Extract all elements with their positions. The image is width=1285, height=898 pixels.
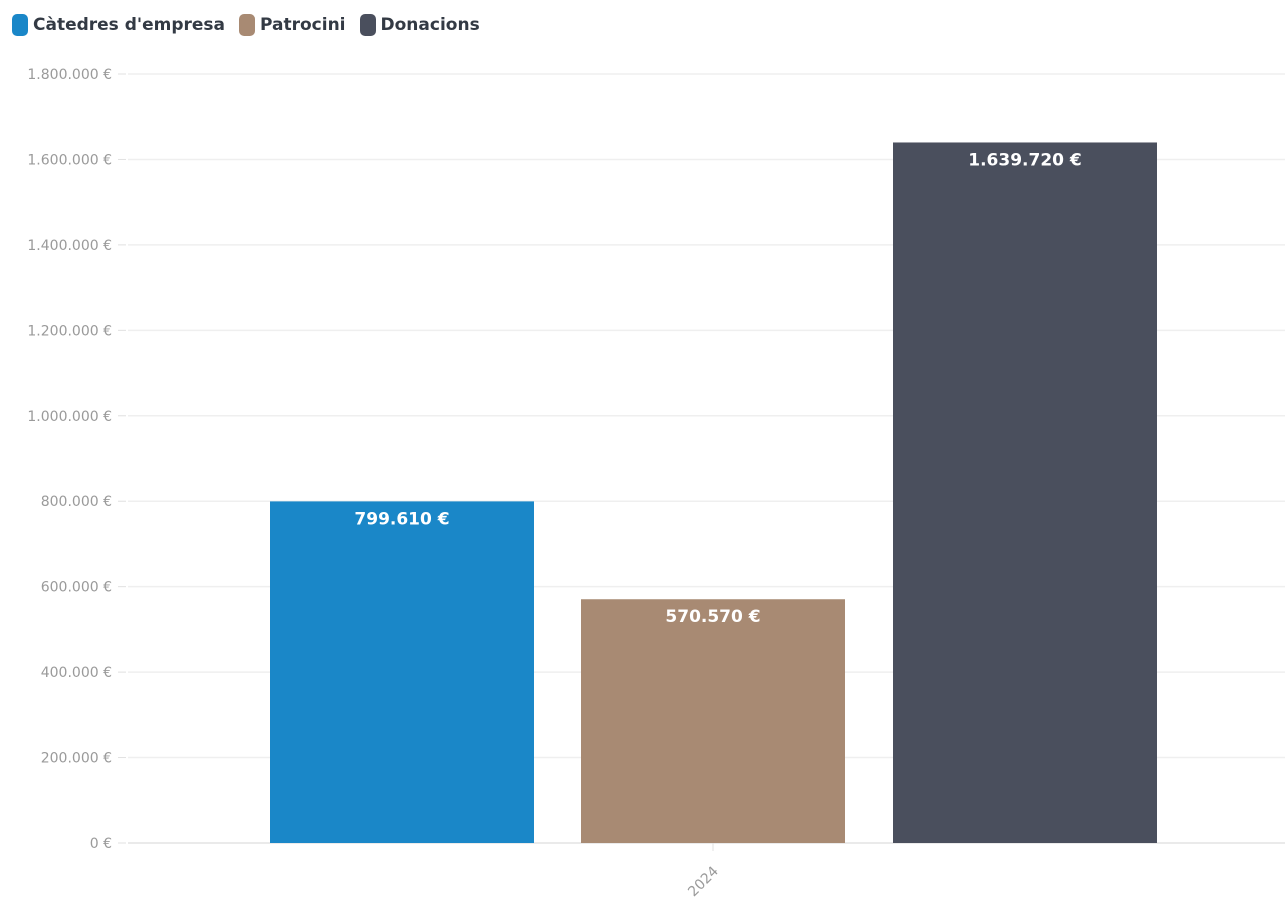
legend-swatch-patrocini [239,14,256,36]
legend-swatch-catedres [12,14,28,36]
legend-swatch-donacions [359,14,376,36]
bars: 799.610 € 570.570 € 1.639.720 € [270,142,1157,844]
y-tick-label: 1.600.000 € [27,152,112,168]
legend-item-donacions[interactable]: Donacions [359,14,480,36]
y-tick-label: 200.000 € [41,751,112,767]
legend-label-donacions: Donacions [380,15,480,35]
bar-2[interactable] [581,599,845,843]
x-axis: 2024 [685,843,722,898]
chart-legend: Càtedres d'empresa Patrocini Donacions [12,12,480,38]
y-tick-label: 600.000 € [41,580,112,596]
y-tick-label: 1.000.000 € [27,409,112,425]
legend-label-patrocini: Patrocini [260,15,346,35]
y-tick-label: 800.000 € [41,494,112,510]
y-tick-label: 400.000 € [41,665,112,681]
y-tick-label: 1.800.000 € [27,67,112,83]
y-tick-label: 1.400.000 € [27,238,112,254]
y-axis: 0 € 200.000 € 400.000 € 600.000 € 800.000 € 1… [27,67,126,852]
bar-value-label: 1.639.720 € [968,150,1081,170]
y-tick-label: 0 € [90,836,112,852]
legend-item-patrocini[interactable]: Patrocini [239,14,346,36]
y-tick-label: 1.200.000 € [27,323,112,339]
bar-3[interactable] [893,142,1157,844]
bar-1[interactable] [270,501,534,843]
bar-value-label: 799.610 € [354,509,449,529]
legend-label-catedres: Càtedres d'empresa [33,15,226,35]
x-tick-label: 2024 [685,863,722,898]
legend-item-catedres[interactable]: Càtedres d'empresa [12,14,225,36]
bar-value-label: 570.570 € [665,607,760,627]
